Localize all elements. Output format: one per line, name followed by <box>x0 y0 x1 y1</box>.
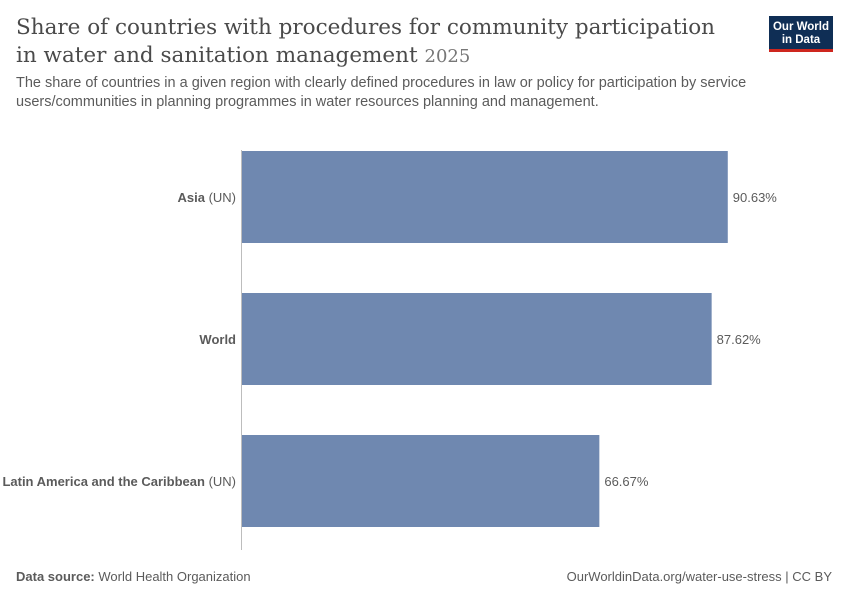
title-text: Share of countries with procedures for c… <box>16 15 716 68</box>
category-name-1: World <box>199 332 236 347</box>
category-name-2: Latin America and the Caribbean <box>2 474 205 489</box>
data-source-label: Data source: <box>16 569 95 584</box>
title-year: 2025 <box>424 46 471 67</box>
value-label-2: 66.67% <box>604 474 649 489</box>
category-qualifier-0: (UN) <box>205 190 236 205</box>
owid-logo[interactable]: Our World in Data <box>769 16 833 52</box>
value-label-0: 90.63% <box>733 190 778 205</box>
logo-line2: in Data <box>781 34 821 46</box>
category-name-0: Asia <box>177 190 205 205</box>
bar-1[interactable] <box>242 293 712 385</box>
category-label-0: Asia (UN) <box>177 190 236 205</box>
chart-subtitle: The share of countries in a given region… <box>16 75 747 110</box>
value-label-1: 87.62% <box>717 332 762 347</box>
source-url[interactable]: OurWorldinData.org/water-use-stress | CC… <box>566 569 832 584</box>
category-qualifier-2: (UN) <box>205 474 236 489</box>
data-source-value[interactable]: World Health Organization <box>98 569 251 584</box>
logo-line1: Our World <box>772 21 829 33</box>
bar-0[interactable] <box>242 151 728 243</box>
bars-group: Asia (UN) 90.63% World 87.62% Latin America … <box>2 151 777 527</box>
chart-title: Share of countries with procedures for c… <box>16 14 736 71</box>
bar-2[interactable] <box>242 435 600 527</box>
category-label-1: World <box>199 332 236 347</box>
category-label-2: Latin America and the Caribbean (UN) <box>2 474 236 489</box>
data-source: Data source: World Health Organization <box>16 569 251 584</box>
